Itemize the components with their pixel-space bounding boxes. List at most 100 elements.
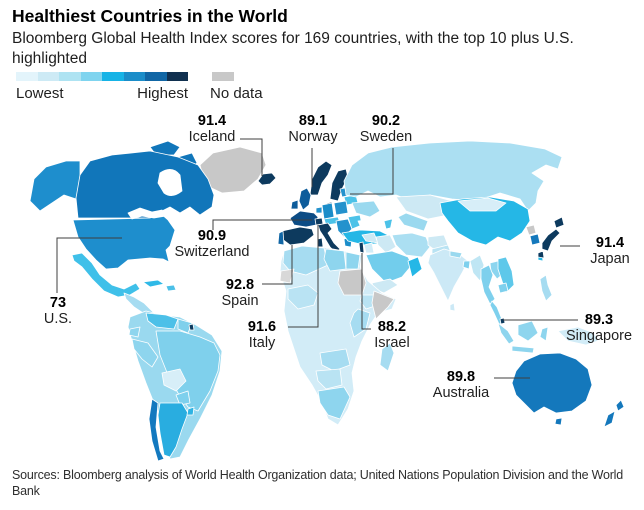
country-new-zealand-south <box>603 410 616 428</box>
legend-highest-label: Highest <box>137 85 188 102</box>
callout-iceland: 91.4 Iceland <box>180 113 244 145</box>
legend-swatch-1 <box>16 72 38 81</box>
legend-swatch-3 <box>59 72 81 81</box>
country-oman <box>407 256 423 278</box>
world-choropleth-map: 91.4 Iceland 89.1 Norway 90.2 Sweden 90.… <box>0 103 644 470</box>
legend-lowest-label: Lowest <box>16 85 64 102</box>
legend-swatch-7 <box>145 72 167 81</box>
callout-norway: 89.1 Norway <box>283 113 343 145</box>
country-germany <box>321 202 335 220</box>
country-sweden <box>329 168 349 202</box>
callout-country: Spain <box>221 293 259 309</box>
callout-country: Singapore <box>565 328 633 344</box>
country-somalia <box>371 290 395 320</box>
country-indonesia-borneo <box>517 320 539 342</box>
country-iraq <box>375 234 397 254</box>
sources-note: Sources: Bloomberg analysis of World Hea… <box>12 468 624 498</box>
country-ireland <box>290 199 299 210</box>
leader-italy <box>288 225 319 328</box>
callout-score: 89.3 <box>584 312 614 328</box>
callout-score: 91.4 <box>197 113 227 129</box>
callout-country: Iceland <box>188 129 236 145</box>
country-india <box>427 248 469 302</box>
callout-score: 88.2 <box>377 319 407 335</box>
page-subtitle: Bloomberg Global Health Index scores for… <box>12 30 574 67</box>
country-new-zealand-north <box>615 399 625 412</box>
country-egypt <box>345 251 361 270</box>
callout-japan: 91.4 Japan <box>582 235 638 267</box>
callout-score: 89.1 <box>298 113 328 129</box>
great-lakes <box>127 207 167 220</box>
region-west-africa <box>287 284 319 310</box>
region-benelux <box>315 206 323 214</box>
region-namibia-botswana <box>315 368 343 390</box>
country-australia-tasmania <box>554 417 563 426</box>
leader-spain <box>262 245 293 285</box>
country-mongolia <box>457 197 507 212</box>
country-japan-kyushu <box>537 250 545 259</box>
callout-score: 91.6 <box>247 319 277 335</box>
callout-score: 73 <box>49 295 67 311</box>
country-argentina <box>157 402 189 458</box>
callout-country: Italy <box>248 335 276 351</box>
callout-country: Norway <box>288 129 338 145</box>
hudson-bay <box>157 169 183 196</box>
country-vietnam <box>497 256 515 294</box>
callout-score: 90.2 <box>371 113 401 129</box>
country-cambodia <box>497 282 509 294</box>
country-canada <box>75 150 215 219</box>
legend-no-data-label: No data <box>210 85 263 102</box>
callout-us: 73 U.S. <box>36 295 80 327</box>
country-iran <box>391 232 431 258</box>
country-portugal <box>277 230 285 246</box>
region-western-sahara <box>279 268 295 284</box>
legend-swatch-8 <box>166 72 188 81</box>
leader-israel <box>361 253 371 330</box>
country-ukraine <box>351 200 381 218</box>
callout-country: Japan <box>590 251 630 267</box>
country-uruguay <box>186 406 195 416</box>
region-central-asia <box>397 212 429 232</box>
country-poland <box>333 200 349 216</box>
country-north-korea <box>525 224 537 236</box>
country-uk <box>298 187 312 211</box>
country-nepal <box>449 250 463 259</box>
country-cuba <box>142 279 165 288</box>
country-italy-sardinia <box>317 237 324 248</box>
country-indonesia-sulawesi <box>539 326 549 342</box>
legend-swatch-5 <box>102 72 124 81</box>
callout-australia: 89.8 Australia <box>428 369 494 401</box>
callout-score: 92.8 <box>225 277 255 293</box>
callout-spain: 92.8 Spain <box>214 277 266 309</box>
country-bangladesh <box>462 260 471 270</box>
country-us <box>72 212 176 270</box>
callout-italy: 91.6 Italy <box>236 319 288 351</box>
country-venezuela <box>145 312 179 330</box>
country-singapore <box>499 317 506 325</box>
callout-israel: 88.2 Israel <box>366 319 418 351</box>
world-map-svg <box>29 138 625 462</box>
country-peru <box>131 338 159 368</box>
region-hispaniola <box>165 284 177 292</box>
callout-country: Switzerland <box>174 244 250 260</box>
country-italy <box>317 222 341 254</box>
country-philippines <box>539 274 553 302</box>
callout-score: 91.4 <box>595 235 625 251</box>
leader-iceland <box>240 138 263 176</box>
leader-us <box>56 237 122 293</box>
country-indonesia-java <box>511 345 535 354</box>
country-france <box>289 210 319 228</box>
country-paraguay <box>175 390 191 406</box>
region-angola-zambia <box>319 348 351 372</box>
country-israel <box>358 241 365 254</box>
legend-swatch-4 <box>80 72 102 81</box>
country-south-korea <box>529 233 541 246</box>
callout-country: U.S. <box>43 311 73 327</box>
callout-switzerland: 90.9 Switzerland <box>166 228 258 260</box>
country-south-africa <box>317 386 351 420</box>
callout-score: 89.8 <box>446 369 476 385</box>
callout-sweden: 90.2 Sweden <box>355 113 417 145</box>
country-thailand <box>480 264 496 305</box>
callout-country: Sweden <box>359 129 413 145</box>
country-greenland <box>199 146 267 194</box>
